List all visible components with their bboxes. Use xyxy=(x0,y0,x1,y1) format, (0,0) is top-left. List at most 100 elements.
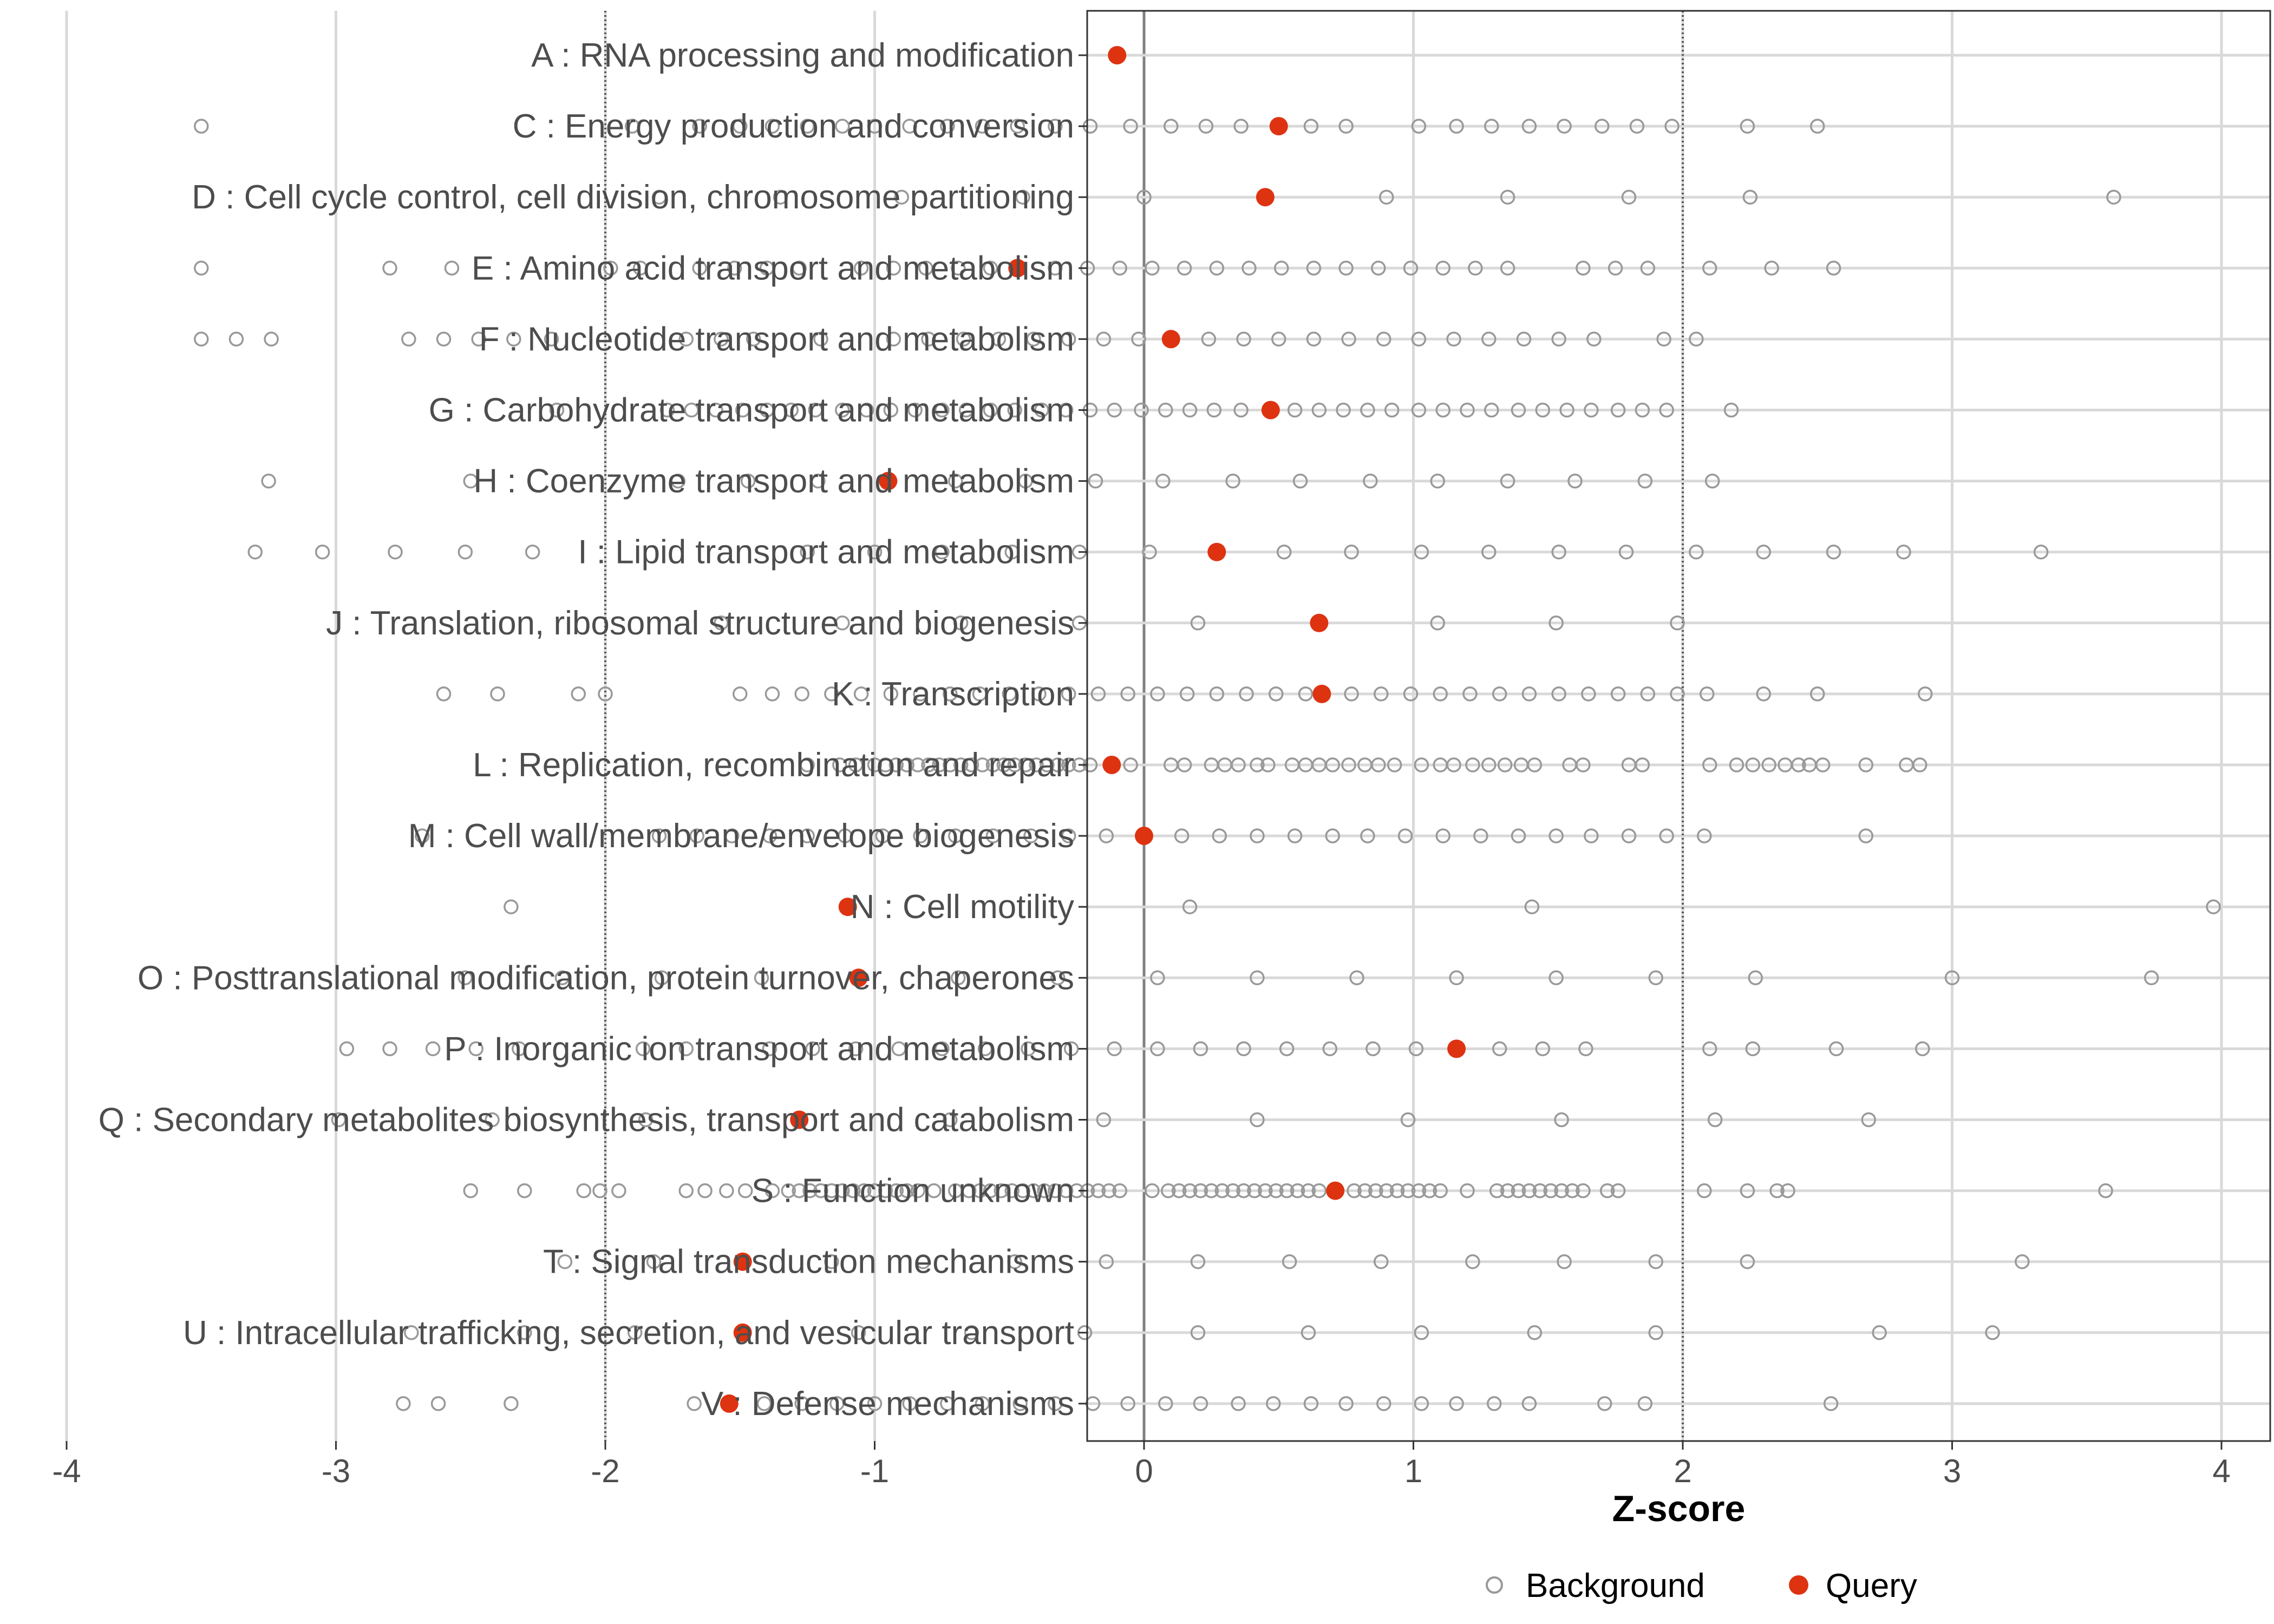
background-point xyxy=(907,402,923,418)
background-point xyxy=(592,1183,607,1199)
category-label: F : Nucleotide transport and metabolism xyxy=(479,320,1074,358)
background-point xyxy=(404,1325,419,1340)
background-point xyxy=(659,402,675,418)
background-point xyxy=(1761,757,1776,772)
background-point xyxy=(891,1041,907,1057)
x-tick-label: 4 xyxy=(2212,1453,2230,1489)
background-point xyxy=(1120,1396,1135,1411)
background-point xyxy=(1400,1112,1416,1128)
background-point xyxy=(813,331,828,347)
background-point xyxy=(1301,1325,1316,1340)
background-point xyxy=(724,828,740,843)
background-point xyxy=(910,757,925,772)
background-point xyxy=(794,1396,809,1411)
background-point xyxy=(1190,615,1206,631)
category-label: J : Translation, ribosomal structure and… xyxy=(326,605,1074,642)
query-point xyxy=(733,1252,752,1271)
background-point xyxy=(1204,1183,1219,1199)
background-point xyxy=(1861,1112,1877,1128)
background-point xyxy=(964,757,979,772)
background-point xyxy=(975,1396,990,1411)
category-label: M : Cell wall/membrane/envelope biogenes… xyxy=(408,817,1074,855)
category-label: Q : Secondary metabolites biosynthesis, … xyxy=(99,1102,1074,1139)
background-point xyxy=(1368,1183,1383,1199)
background-point xyxy=(1400,1183,1416,1199)
background-point xyxy=(1465,757,1480,772)
background-point xyxy=(1258,1183,1273,1199)
background-point xyxy=(1723,402,1739,418)
background-point xyxy=(1745,1041,1761,1057)
background-point xyxy=(1576,757,1591,772)
background-point xyxy=(1670,615,1685,631)
background-point xyxy=(1484,402,1499,418)
background-point xyxy=(1521,1183,1537,1199)
background-point xyxy=(571,686,586,702)
background-point xyxy=(430,1396,446,1411)
background-point xyxy=(1740,1254,1755,1269)
background-point xyxy=(1858,757,1874,772)
background-point xyxy=(835,402,850,418)
background-point xyxy=(926,1183,942,1199)
background-point xyxy=(1411,402,1427,418)
background-point xyxy=(983,1183,998,1199)
background-point xyxy=(899,1183,914,1199)
background-point xyxy=(504,899,519,914)
query-point xyxy=(838,898,857,916)
background-point xyxy=(1096,331,1112,347)
background-point xyxy=(1266,1396,1281,1411)
background-point xyxy=(1702,757,1717,772)
background-point xyxy=(1473,828,1488,843)
background-point xyxy=(1112,260,1127,276)
background-point xyxy=(1586,331,1602,347)
background-point xyxy=(1338,260,1354,276)
background-point xyxy=(1700,686,1715,702)
background-point xyxy=(1231,1396,1246,1411)
background-point xyxy=(764,686,780,702)
background-point xyxy=(733,686,748,702)
background-point xyxy=(382,1041,397,1057)
background-point xyxy=(1306,260,1322,276)
background-point xyxy=(1511,828,1526,843)
background-point xyxy=(247,544,263,560)
background-point xyxy=(1826,260,1841,276)
background-point xyxy=(759,260,775,276)
x-tick-label: 1 xyxy=(1404,1453,1422,1489)
background-point xyxy=(458,970,473,986)
background-point xyxy=(848,757,864,772)
background-point xyxy=(1433,1183,1448,1199)
background-point xyxy=(1548,615,1564,631)
query-point xyxy=(1135,827,1153,846)
background-point xyxy=(1158,1396,1173,1411)
query-point xyxy=(1261,401,1280,420)
background-point xyxy=(1026,1183,1041,1199)
background-point xyxy=(1702,1041,1717,1057)
background-point xyxy=(1023,828,1038,843)
background-point xyxy=(783,402,799,418)
background-point xyxy=(627,1325,643,1340)
background-point xyxy=(1599,1183,1615,1199)
background-point xyxy=(1411,1183,1427,1199)
background-point xyxy=(1303,1396,1319,1411)
background-point xyxy=(1481,544,1497,560)
background-point xyxy=(824,1254,839,1269)
background-point xyxy=(1460,1183,1475,1199)
background-point xyxy=(1150,1041,1165,1057)
background-point xyxy=(902,1396,917,1411)
background-point xyxy=(1379,189,1394,205)
background-point xyxy=(1015,1183,1030,1199)
background-point xyxy=(194,331,209,347)
background-point xyxy=(762,1041,777,1057)
background-point xyxy=(1233,119,1249,134)
background-point xyxy=(916,1254,931,1269)
background-point xyxy=(1597,1396,1612,1411)
background-point xyxy=(1193,1183,1208,1199)
background-point xyxy=(1004,1183,1020,1199)
background-point xyxy=(961,1183,977,1199)
background-point xyxy=(1435,260,1450,276)
background-point xyxy=(1689,331,1704,347)
background-point xyxy=(1034,402,1049,418)
background-point xyxy=(1142,544,1157,560)
background-point xyxy=(1414,757,1429,772)
background-point xyxy=(315,544,330,560)
background-point xyxy=(1551,331,1566,347)
